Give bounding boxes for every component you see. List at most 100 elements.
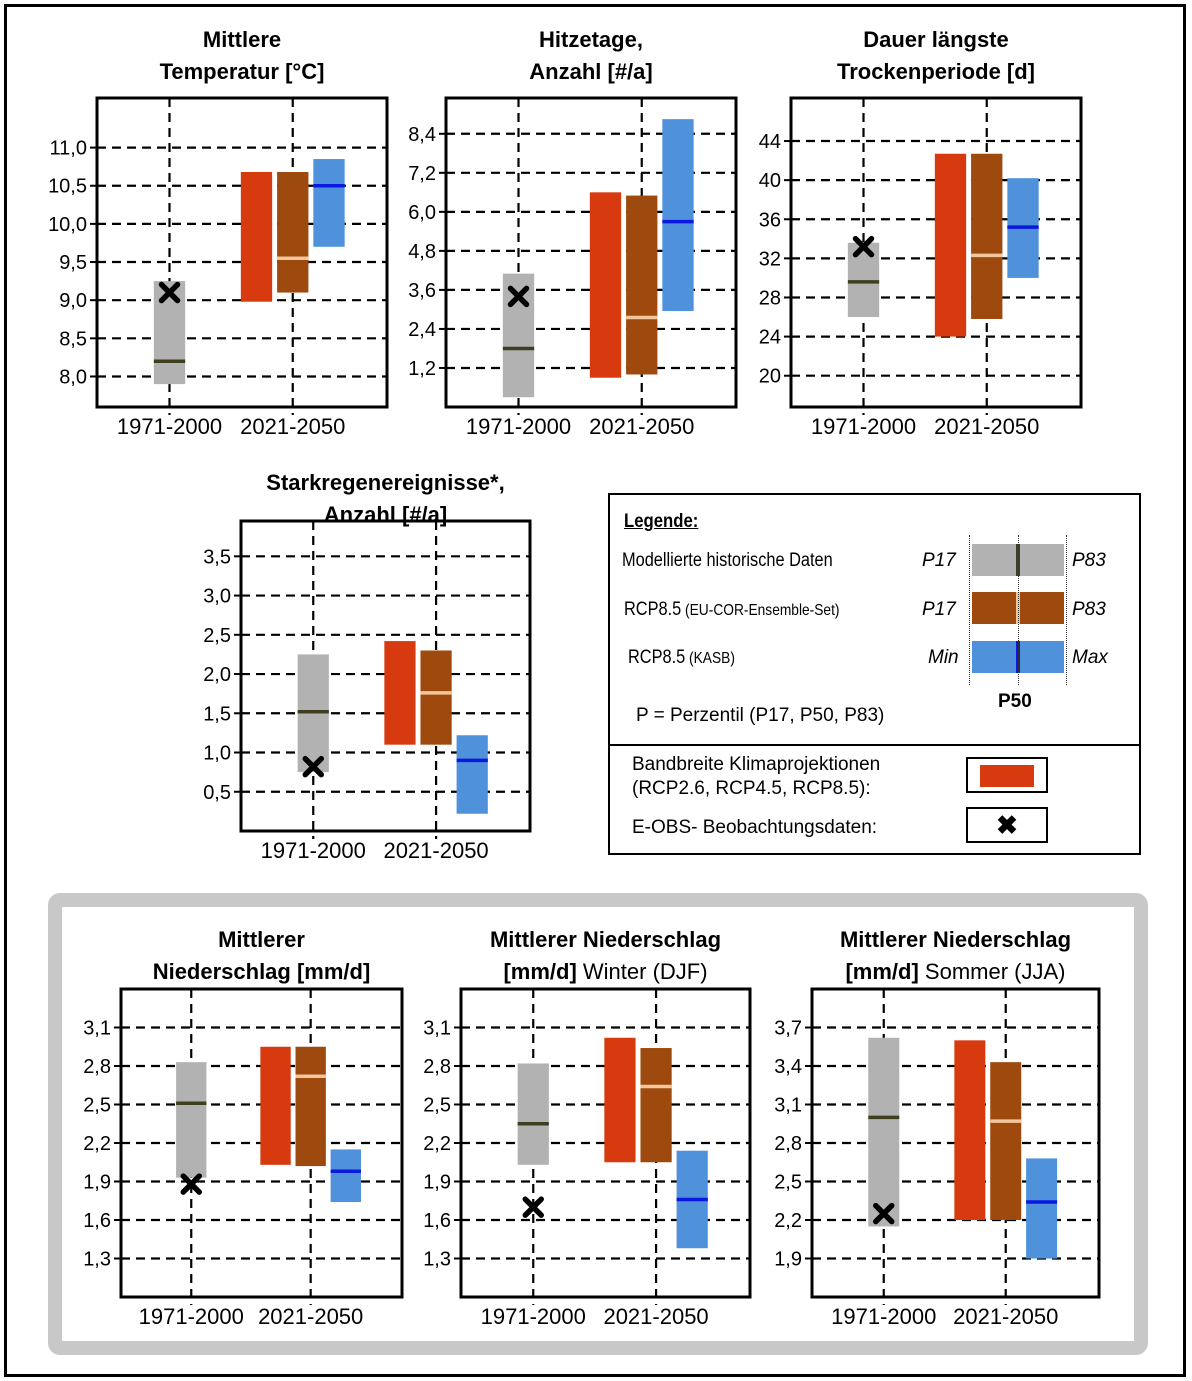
bar-kasb	[330, 1149, 361, 1203]
y-tick-label: 1,9	[423, 1172, 451, 1194]
legend-observed-marker: ✖	[996, 810, 1018, 840]
y-tick-label: 11,0	[50, 138, 87, 160]
bar-historical	[502, 273, 535, 398]
legend-dotted-left	[969, 535, 970, 685]
bar-bandbreite	[954, 1040, 986, 1220]
y-tick-label: 9,0	[59, 290, 87, 312]
chart-title-line: Dauer längste	[863, 27, 1009, 52]
chart-5: Mittlerer Niederschlag [mm/d] 1,3 1,6 1,9 2,2…	[83, 927, 404, 1329]
legend-row-historical-text: Modellierte historische Daten	[622, 550, 833, 571]
x-category-label: 1971-2000	[466, 414, 571, 439]
y-tick-label: 20	[759, 366, 781, 388]
observed-marker	[873, 1202, 895, 1225]
y-tick-label: 2,2	[423, 1133, 451, 1155]
observed-marker	[507, 285, 530, 308]
y-tick-label: 2,5	[203, 625, 231, 647]
chart-title-part: Mittlerer Niederschlag	[840, 927, 1071, 952]
legend-bandbreite-line1: Bandbreite Klimaprojektionen	[632, 754, 881, 775]
y-tick-label: 1,5	[203, 703, 231, 725]
legend-row-eucor-detail: (EU-COR-Ensemble-Set)	[681, 602, 840, 619]
legend-bandbreite-swatch	[980, 765, 1034, 787]
observed-marker	[180, 1173, 202, 1195]
x-category-label: 1971-2000	[811, 414, 916, 439]
bar-bandbreite	[604, 1037, 636, 1163]
bar-eucor	[420, 650, 452, 745]
x-category-label: 1971-2000	[139, 1304, 244, 1329]
y-tick-label: 3,0	[203, 586, 231, 608]
observed-marker	[852, 235, 875, 258]
legend-observed-label: E-OBS- Beobachtungsdaten:	[632, 817, 878, 838]
y-tick-label: 40	[759, 170, 781, 192]
y-tick-label: 2,2	[774, 1210, 802, 1232]
observed-marker	[522, 1196, 544, 1218]
y-tick-label: 3,1	[423, 1018, 451, 1040]
chart-6: Mittlerer Niederschlag [mm/d] Winter (DJF…	[423, 927, 752, 1329]
y-tick-label: 3,5	[203, 546, 231, 568]
y-tick-label: 8,4	[408, 124, 436, 146]
chart-title-line: [mm/d] Winter (DJF)	[503, 959, 707, 984]
chart-title-line: Mittlerer Niederschlag	[490, 927, 721, 952]
bar-eucor	[971, 153, 1003, 319]
legend-row-eucor-label: RCP8.5 (EU-COR-Ensemble-Set)	[624, 599, 839, 621]
y-tick-label: 2,4	[408, 319, 436, 341]
legend: Legende: Modellierte historische Daten P…	[608, 493, 1141, 855]
legend-dotted-right	[1066, 535, 1067, 685]
bar-eucor	[990, 1062, 1022, 1220]
y-tick-label: 1,9	[83, 1172, 111, 1194]
x-category-label: 1971-2000	[117, 414, 222, 439]
y-tick-label: 2,8	[423, 1056, 451, 1078]
y-tick-label: 24	[759, 327, 781, 349]
y-tick-label: 2,5	[83, 1095, 111, 1117]
y-tick-label: 3,7	[774, 1018, 802, 1040]
y-tick-label: 1,2	[408, 358, 436, 380]
y-tick-label: 2,8	[774, 1133, 802, 1155]
chart-1: Mittlere Temperatur [°C] 8,0 8,5 9,0 9,5 10,0 1…	[48, 27, 389, 439]
y-tick-label: 0,5	[203, 782, 231, 804]
legend-row-kasb-text: RCP8.5	[628, 647, 686, 668]
plot-frame	[444, 96, 738, 409]
bar-kasb	[1026, 1158, 1058, 1259]
legend-row-historical-lo: P17	[922, 550, 956, 571]
legend-row-eucor-text: RCP8.5	[624, 599, 682, 620]
plot-frame	[459, 987, 752, 1299]
y-tick-label: 2,5	[774, 1172, 802, 1194]
plot-frame	[789, 96, 1083, 409]
x-category-label: 2021-2050	[240, 414, 345, 439]
y-tick-label: 3,1	[774, 1095, 802, 1117]
chart-title-line: Anzahl [#/a]	[529, 59, 652, 84]
bar-eucor	[277, 172, 309, 293]
y-tick-label: 36	[759, 209, 781, 231]
y-tick-label: 1,3	[83, 1249, 111, 1271]
chart-3: Dauer längste Trockenperiode [d] 20 24 28 32 3…	[759, 27, 1083, 439]
bar-historical	[153, 281, 186, 385]
plot-frame	[95, 96, 389, 409]
x-category-label: 1971-2000	[261, 838, 366, 863]
bar-bandbreite	[384, 641, 416, 745]
y-tick-label: 7,2	[408, 163, 436, 185]
bar-eucor	[626, 195, 658, 375]
observed-marker	[302, 755, 324, 778]
chart-title-part: [mm/d]	[845, 959, 918, 984]
y-tick-label: 32	[759, 248, 781, 270]
bar-bandbreite	[260, 1046, 291, 1165]
chart-7: Mittlerer Niederschlag [mm/d] Sommer (JJA…	[774, 927, 1101, 1329]
plot-frame	[119, 987, 404, 1299]
chart-title-part: Winter (DJF)	[577, 959, 708, 984]
chart-title-line: [mm/d] Sommer (JJA)	[845, 959, 1065, 984]
chart-title-line: Mittlere	[203, 27, 281, 52]
y-tick-label: 4,8	[408, 241, 436, 263]
y-tick-label: 3,1	[83, 1018, 111, 1040]
legend-row-kasb-hi: Max	[1072, 647, 1108, 668]
legend-percentile-note: P = Perzentil (P17, P50, P83)	[636, 705, 885, 726]
y-tick-label: 2,5	[423, 1095, 451, 1117]
bar-eucor	[640, 1048, 672, 1163]
bar-bandbreite	[934, 153, 967, 337]
chart-title-line: Trockenperiode [d]	[837, 59, 1035, 84]
x-category-label: 1971-2000	[831, 1304, 936, 1329]
legend-bandbreite-swatch-box	[966, 757, 1048, 793]
y-tick-label: 9,5	[59, 252, 87, 274]
y-tick-label: 1,6	[423, 1210, 451, 1232]
y-tick-label: 1,6	[83, 1210, 111, 1232]
